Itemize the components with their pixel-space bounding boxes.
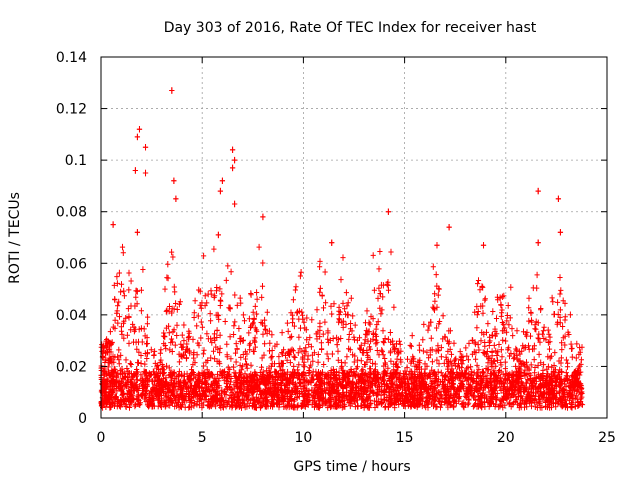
roti-peak-point bbox=[110, 221, 116, 228]
roti-peak-point bbox=[446, 223, 452, 231]
roti-peak-point bbox=[535, 239, 541, 246]
y-axis-label: ROTI / TECUs bbox=[7, 192, 23, 284]
roti-peak-point bbox=[142, 169, 149, 177]
roti-peak-point bbox=[219, 177, 226, 184]
y-tick-label: 0.14 bbox=[56, 50, 87, 66]
roti-peak-point bbox=[260, 213, 266, 221]
x-tick-label: 10 bbox=[294, 430, 312, 446]
data-points bbox=[98, 87, 586, 411]
y-tick-label: 0.02 bbox=[56, 359, 87, 375]
roti-peak-point bbox=[229, 164, 236, 172]
y-tick-labels: 0 0.02 0.04 0.06 0.08 0.1 0.12 0.14 bbox=[56, 50, 87, 427]
roti-points bbox=[98, 87, 586, 411]
y-tick-label: 0 bbox=[78, 411, 87, 427]
roti-peak-point bbox=[229, 146, 236, 154]
roti-peak-point bbox=[329, 239, 335, 246]
x-tick-label: 15 bbox=[396, 430, 414, 446]
roti-peak-point bbox=[557, 229, 564, 236]
plot-frame bbox=[100, 56, 608, 419]
roti-peak-point bbox=[136, 126, 143, 133]
x-tick-label: 25 bbox=[598, 430, 616, 446]
roti-peak-point bbox=[215, 231, 221, 239]
roti-peak-point bbox=[171, 177, 177, 184]
roti-peak-point bbox=[231, 200, 238, 208]
roti-peak-point bbox=[217, 187, 224, 195]
x-tick-label: 0 bbox=[97, 430, 106, 446]
y-tick-label: 0.08 bbox=[56, 205, 87, 221]
y-tick-label: 0.04 bbox=[56, 308, 87, 324]
roti-peak-point bbox=[173, 195, 179, 203]
roti-peak-point bbox=[231, 156, 238, 164]
y-tick-label: 0.12 bbox=[56, 102, 87, 118]
x-tick-labels: 0 5 10 15 20 25 bbox=[97, 430, 616, 446]
y-tick-label: 0.1 bbox=[65, 153, 87, 169]
x-tick-label: 5 bbox=[198, 430, 207, 446]
roti-peak-point bbox=[480, 242, 487, 249]
roti-peak-point bbox=[142, 144, 149, 151]
x-axis-label: GPS time / hours bbox=[293, 459, 410, 475]
roti-peak-point bbox=[134, 229, 141, 236]
roti-peak-point bbox=[169, 87, 175, 94]
roti-peak-point bbox=[535, 187, 541, 195]
roti-peak-point bbox=[132, 167, 139, 174]
roti-peak-point bbox=[555, 195, 562, 203]
x-tick-label: 20 bbox=[497, 430, 515, 446]
roti-peak-point bbox=[385, 208, 392, 215]
roti-peak-point bbox=[434, 242, 440, 249]
roti-peak-point bbox=[134, 133, 141, 141]
axis-ticks bbox=[100, 56, 608, 419]
chart-title: Day 303 of 2016, Rate Of TEC Index for r… bbox=[164, 20, 537, 36]
y-tick-label: 0.06 bbox=[56, 256, 87, 272]
